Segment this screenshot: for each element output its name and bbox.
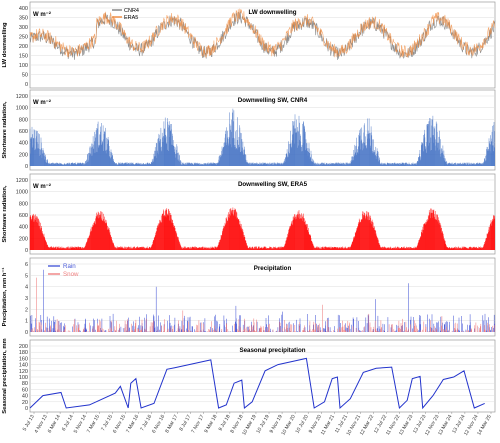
sw-bars [29,207,495,250]
y-tick-label: 6 [25,262,28,268]
y-tick-label: 400 [19,225,28,231]
y-axis-label: Seasonal precipitation, mm [2,338,8,413]
y-axis-label: Precipitation, mm h⁻¹ [1,268,8,327]
y-tick-label: 5 [25,273,28,279]
seasonal-line [29,357,485,410]
y-unit-label: W m⁻² [33,11,51,18]
y-tick-label: 1000 [16,190,28,196]
precip-bars-snow [31,277,496,332]
y-tick-label: 80 [22,381,28,387]
panel-title: LW downwelling [248,9,296,16]
y-tick-label: 1200 [16,94,28,100]
legend-label-era5: ERA5 [124,15,138,21]
y-tick-label: 200 [19,44,28,50]
panel-title: Downwelling SW, CNR4 [238,97,308,104]
y-tick-label: 60 [22,387,28,393]
y-tick-label: 200 [19,236,28,242]
y-tick-label: 2 [25,307,28,313]
y-tick-label: 600 [19,213,28,219]
panel-4: 0 1 2 3 4 5 6 Precipitation, mm h⁻¹ Precipitatio… [1,257,496,337]
y-tick-label: 0 [25,164,28,170]
y-tick-label: 800 [19,201,28,207]
y-tick-label: 200 [19,152,28,158]
y-tick-label: 50 [22,73,28,79]
panel-title: Seasonal precipitation [239,347,305,354]
y-tick-label: 180 [19,350,28,356]
y-tick-label: 3 [25,296,28,302]
y-tick-label: 300 [19,25,28,31]
panel-title: Precipitation [254,265,292,272]
y-tick-label: 0 [25,248,28,254]
y-tick-label: 160 [19,356,28,362]
y-tick-label: 1000 [16,106,28,112]
y-tick-label: 150 [19,54,28,60]
panel-1: 0 50 100 150 200 250 300 350 400 LW downwelling W … [2,1,496,89]
y-tick-label: 140 [19,363,28,369]
y-tick-label: 250 [19,35,28,41]
sw-bars [29,108,495,166]
y-unit-label: W m⁻² [33,99,51,106]
panel-2: 0 200 400 600 800 1000 1200 Shortwave radiation… [2,89,496,171]
y-unit-label: W m⁻² [33,183,51,190]
series-line-era5 [29,8,496,58]
legend-label-cnr4: CNR4 [124,8,139,14]
y-tick-label: 0 [25,82,28,88]
y-tick-label: 350 [19,16,28,22]
y-tick-label: 600 [19,129,28,135]
y-tick-label: 120 [19,369,28,375]
y-tick-label: 40 [22,394,28,400]
y-tick-label: 400 [19,141,28,147]
y-tick-label: 200 [19,344,28,350]
series-line-cnr4 [29,11,496,61]
y-axis-label: Shortwave radiation, [2,101,8,158]
panel-3: 0 200 400 600 800 1000 1200 Shortwave radiation… [2,173,496,255]
panel-frame [29,257,496,337]
y-tick-label: 4 [25,285,28,291]
legend-label-rain: Rain [63,263,76,270]
y-tick-label: 1200 [16,178,28,184]
y-axis-label: Shortwave radiation, [2,185,8,242]
y-tick-label: 100 [19,63,28,69]
y-tick-label: 800 [19,117,28,123]
y-tick-label: 100 [19,375,28,381]
panel-title: Downwelling SW, ERA5 [238,181,308,188]
y-tick-label: 20 [22,400,28,406]
y-tick-label: 1 [25,319,28,325]
legend-label-snow: Snow [63,271,79,278]
precip-bars-rain [30,269,495,332]
y-axis-label: LW downwelling [2,22,8,68]
y-tick-label: 0 [25,406,28,412]
y-tick-label: 400 [19,6,28,12]
y-tick-label: 0 [25,330,28,336]
